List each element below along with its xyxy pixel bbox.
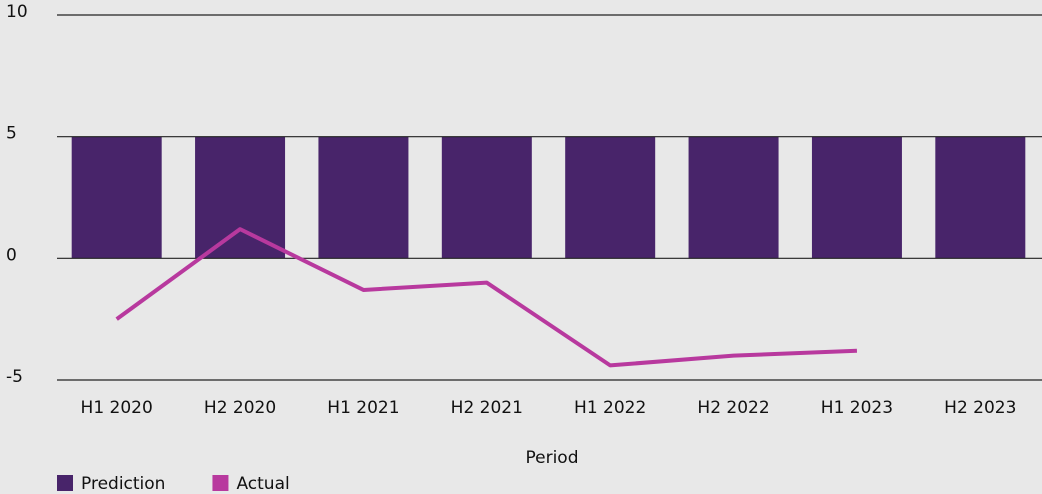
bar <box>318 136 409 259</box>
x-tick-label: H2 2021 <box>451 398 523 418</box>
bar <box>811 136 902 259</box>
y-tick-label: -5 <box>6 367 23 387</box>
legend-swatch <box>57 475 73 491</box>
line <box>115 227 858 368</box>
y-tick-label: 5 <box>6 124 17 144</box>
legend-label: Prediction <box>81 474 165 494</box>
bar <box>195 136 286 259</box>
y-tick-label: 0 <box>6 245 17 265</box>
bar <box>441 136 532 259</box>
bar <box>565 136 656 259</box>
x-tick-label: H2 2022 <box>697 398 769 418</box>
bar <box>935 136 1026 259</box>
x-tick-label: H2 2023 <box>944 398 1016 418</box>
x-tick-label: H1 2023 <box>821 398 893 418</box>
bar <box>71 136 162 259</box>
x-tick-label: H1 2020 <box>81 398 153 418</box>
x-tick-label: H2 2020 <box>204 398 276 418</box>
y-tick-label: 10 <box>6 2 28 22</box>
x-tick-label: H1 2022 <box>574 398 646 418</box>
bar <box>688 136 779 259</box>
x-axis-label: Period <box>525 448 578 468</box>
legend-label: Actual <box>236 474 289 494</box>
x-tick-label: H1 2021 <box>327 398 399 418</box>
legend-swatch <box>212 475 229 491</box>
